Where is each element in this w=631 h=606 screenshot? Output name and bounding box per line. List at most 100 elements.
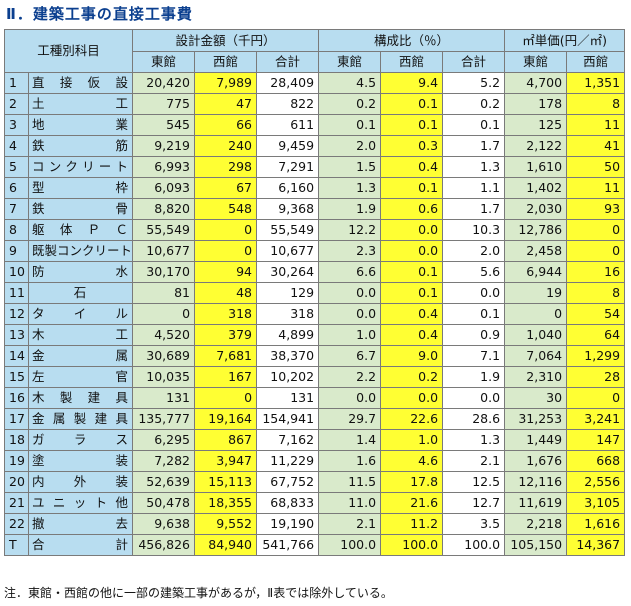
table-row: 12 タイル 0 318 318 0.0 0.4 0.1 0 54	[4, 303, 626, 325]
amount-west: 240	[194, 135, 258, 157]
ratio-west: 0.4	[380, 156, 444, 178]
unit-east: 31,253	[504, 408, 568, 430]
unit-east: 1,040	[504, 324, 568, 346]
amount-total: 131	[256, 387, 320, 409]
amount-west: 84,940	[194, 534, 258, 556]
ratio-total: 0.1	[442, 114, 506, 136]
ratio-total: 7.1	[442, 345, 506, 367]
table-row: 17 金属製建具 135,777 19,164 154,941 29.7 22.6 28.6 3…	[4, 408, 626, 430]
ratio-total: 0.2	[442, 93, 506, 115]
unit-east: 1,402	[504, 177, 568, 199]
amount-east: 7,282	[132, 450, 196, 472]
table-row: 10 防水 30,170 94 30,264 6.6 0.1 5.6 6,944 16	[4, 261, 626, 283]
ratio-west-header: 西館	[380, 51, 444, 73]
amount-west: 19,164	[194, 408, 258, 430]
amount-total: 10,677	[256, 240, 320, 262]
amount-west: 379	[194, 324, 258, 346]
unit-west: 54	[566, 303, 626, 325]
row-item: 地業	[27, 114, 134, 136]
ratio-west: 1.0	[380, 429, 444, 451]
amount-total: 611	[256, 114, 320, 136]
ratio-west: 11.2	[380, 513, 444, 535]
ratio-west: 0.1	[380, 282, 444, 304]
table-row: 2 土工 775 47 822 0.2 0.1 0.2 178 8	[4, 93, 626, 115]
unit-west: 0	[566, 387, 626, 409]
table-row: 15 左官 10,035 167 10,202 2.2 0.2 1.9 2,310 28	[4, 366, 626, 388]
unit-east: 12,786	[504, 219, 568, 241]
amount-west: 318	[194, 303, 258, 325]
footnote: 注．東館・西館の他に一部の建築工事があるが，Ⅱ表では除外している。	[4, 586, 393, 600]
ratio-east: 4.5	[318, 72, 382, 94]
ratio-total: 1.1	[442, 177, 506, 199]
amount-total: 7,291	[256, 156, 320, 178]
row-number: 9	[4, 240, 29, 262]
ratio-total: 10.3	[442, 219, 506, 241]
amount-total: 10,202	[256, 366, 320, 388]
unit-west: 2,556	[566, 471, 626, 493]
amount-total: 129	[256, 282, 320, 304]
row-number: 17	[4, 408, 29, 430]
ratio-total: 0.9	[442, 324, 506, 346]
unit-east: 12,116	[504, 471, 568, 493]
ratio-total: 5.2	[442, 72, 506, 94]
table-row: 19 塗装 7,282 3,947 11,229 1.6 4.6 2.1 1,676 668	[4, 450, 626, 472]
amount-total: 822	[256, 93, 320, 115]
ratio-west: 0.3	[380, 135, 444, 157]
ratio-total: 2.0	[442, 240, 506, 262]
ratio-west: 0.2	[380, 366, 444, 388]
row-item: 撤去	[27, 513, 134, 535]
unit-east: 1,449	[504, 429, 568, 451]
ratio-total: 100.0	[442, 534, 506, 556]
unit-west: 1,299	[566, 345, 626, 367]
ratio-east: 2.2	[318, 366, 382, 388]
unit-east: 125	[504, 114, 568, 136]
amount-west: 15,113	[194, 471, 258, 493]
row-number: 11	[4, 282, 29, 304]
ratio-east: 6.6	[318, 261, 382, 283]
ratio-total: 0.1	[442, 303, 506, 325]
amount-total: 9,459	[256, 135, 320, 157]
amount-west: 48	[194, 282, 258, 304]
unit-group-header: ㎡単価(円／㎡)	[504, 29, 626, 52]
amount-total: 318	[256, 303, 320, 325]
amount-total: 7,162	[256, 429, 320, 451]
ratio-east: 1.6	[318, 450, 382, 472]
ratio-total: 1.7	[442, 135, 506, 157]
row-number: 4	[4, 135, 29, 157]
unit-east: 2,458	[504, 240, 568, 262]
amount-east-header: 東館	[132, 51, 196, 73]
ratio-east: 11.5	[318, 471, 382, 493]
table-row: 22 撤去 9,638 9,552 19,190 2.1 11.2 3.5 2,218 1,616	[4, 513, 626, 535]
header-row-sub: 東館 西館 合計 東館 西館 合計 東館 西館	[5, 51, 626, 73]
unit-east: 2,030	[504, 198, 568, 220]
ratio-total: 1.7	[442, 198, 506, 220]
row-item: コンクリート	[27, 156, 134, 178]
ratio-east: 0.0	[318, 387, 382, 409]
ratio-west: 4.6	[380, 450, 444, 472]
table-row: 21 ユニット他 50,478 18,355 68,833 11.0 21.6 12.7 11,…	[4, 492, 626, 514]
row-number: 22	[4, 513, 29, 535]
ratio-total: 1.3	[442, 429, 506, 451]
header-row-group: 工種別科目 設計金額（千円） 構成比（％） ㎡単価(円／㎡)	[3, 29, 626, 73]
row-number: T	[4, 534, 29, 556]
unit-west: 16	[566, 261, 626, 283]
unit-east: 1,676	[504, 450, 568, 472]
row-number: 1	[4, 72, 29, 94]
unit-east: 0	[504, 303, 568, 325]
ratio-west: 21.6	[380, 492, 444, 514]
unit-west: 11	[566, 114, 626, 136]
amount-total: 30,264	[256, 261, 320, 283]
unit-west: 14,367	[566, 534, 626, 556]
table-row: 11 石 81 48 129 0.0 0.1 0.0 19 8	[4, 282, 626, 304]
row-item: 金属製建具	[27, 408, 134, 430]
unit-west: 64	[566, 324, 626, 346]
ratio-east: 1.9	[318, 198, 382, 220]
amount-east: 131	[132, 387, 196, 409]
unit-west: 50	[566, 156, 626, 178]
row-item: 直接仮設	[27, 72, 134, 94]
ratio-total: 0.0	[442, 387, 506, 409]
unit-east: 7,064	[504, 345, 568, 367]
table-row: 20 内外装 52,639 15,113 67,752 11.5 17.8 12.5 12,11…	[4, 471, 626, 493]
amount-west: 94	[194, 261, 258, 283]
amount-total: 67,752	[256, 471, 320, 493]
